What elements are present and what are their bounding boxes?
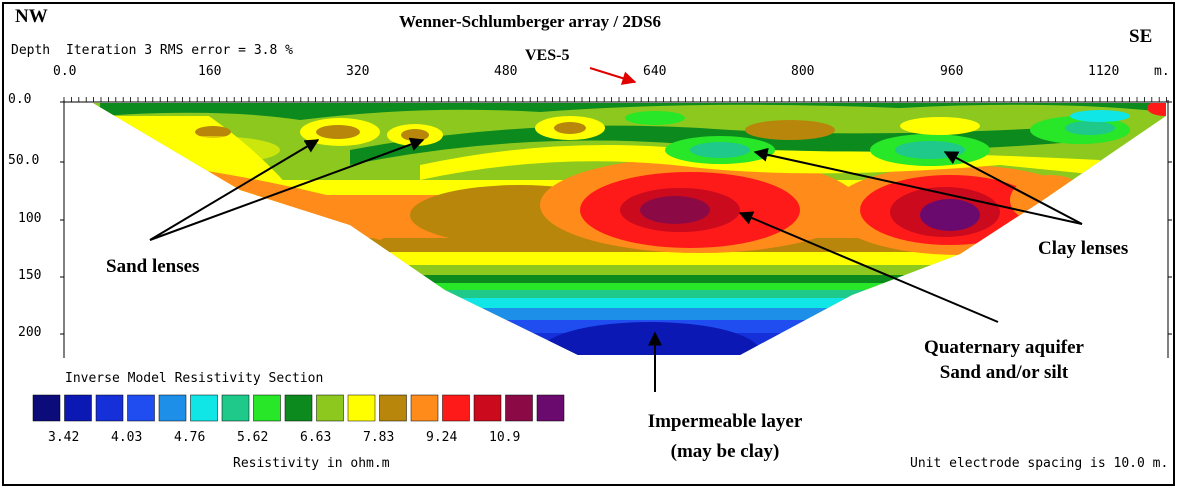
top-axis-ticks xyxy=(63,97,1167,102)
legend-swatch xyxy=(64,394,92,422)
x-tick-label: 960 xyxy=(940,64,964,79)
sand-arrow-1 xyxy=(149,139,320,241)
x-unit-label: m. xyxy=(1154,64,1170,79)
depth-tick-label: 150 xyxy=(18,268,42,283)
x-tick-label: 640 xyxy=(643,64,667,79)
x-tick-label: 160 xyxy=(198,64,222,79)
legend-value: 4.76 xyxy=(174,430,206,445)
legend-value: 9.24 xyxy=(426,430,458,445)
sand-lenses-label: Sand lenses xyxy=(106,256,200,277)
legend-swatch xyxy=(410,394,439,422)
legend-value: 6.63 xyxy=(300,430,332,445)
electrode-spacing-note: Unit electrode spacing is 10.0 m. xyxy=(910,456,1169,471)
iteration-text: Iteration 3 RMS error = 3.8 % xyxy=(66,43,293,58)
depth-tick-label: 0.0 xyxy=(8,92,32,107)
legend-swatch xyxy=(536,394,565,422)
legend-value: 10.9 xyxy=(489,430,521,445)
depth-tick-label: 50.0 xyxy=(8,153,40,168)
ves-arrow xyxy=(589,67,637,85)
x-tick-label: 800 xyxy=(791,64,815,79)
legend-swatch xyxy=(473,394,502,422)
clay-lenses-label: Clay lenses xyxy=(1038,238,1129,259)
clay-arrow-1 xyxy=(753,147,1083,225)
sand-arrow-2 xyxy=(149,137,425,241)
clay-arrow-2 xyxy=(943,151,1083,225)
legend-swatch xyxy=(190,394,218,422)
legend-swatch xyxy=(253,394,281,422)
legend-swatch xyxy=(347,394,376,422)
legend-value: 3.42 xyxy=(48,430,80,445)
depth-tick-label: 200 xyxy=(18,325,42,340)
legend-swatch xyxy=(221,394,250,422)
x-tick-label: 0.0 xyxy=(53,64,77,79)
legend-swatch xyxy=(95,394,124,422)
legend-swatch xyxy=(379,394,407,422)
legend-swatch xyxy=(158,394,187,422)
x-tick-label: 320 xyxy=(346,64,370,79)
legend-swatch xyxy=(127,394,155,422)
depth-tick-label: 100 xyxy=(18,211,42,226)
aquifer-arrow xyxy=(738,211,999,323)
depth-axis-ticks xyxy=(60,101,1172,335)
legend-value: 4.03 xyxy=(111,430,143,445)
x-tick-label: 1120 xyxy=(1088,64,1120,79)
legend-value: 7.83 xyxy=(363,430,395,445)
figure-title: Wenner-Schlumberger array / 2DS6 xyxy=(399,12,662,31)
nw-label: NW xyxy=(15,6,48,27)
x-tick-label: 480 xyxy=(494,64,518,79)
legend-swatch xyxy=(505,394,533,422)
legend-unit: Resistivity in ohm.m xyxy=(233,456,390,471)
depth-label: Depth xyxy=(11,43,51,58)
se-label: SE xyxy=(1129,26,1153,47)
impermeable-label-line1: Impermeable layer xyxy=(647,411,803,432)
legend-title: Inverse Model Resistivity Section xyxy=(65,371,324,386)
legend-value: 5.62 xyxy=(237,430,269,445)
legend-color-scale xyxy=(32,394,565,422)
legend-swatch xyxy=(442,394,470,422)
legend-swatch xyxy=(284,394,313,422)
ves-label: VES-5 xyxy=(525,47,570,64)
aquifer-label-line1: Quaternary aquifer xyxy=(924,337,1084,358)
impermeable-label-line2: (may be clay) xyxy=(670,441,780,462)
aquifer-label-line2: Sand and/or silt xyxy=(939,362,1069,383)
legend-swatch xyxy=(32,394,61,422)
legend-swatch xyxy=(316,394,344,422)
